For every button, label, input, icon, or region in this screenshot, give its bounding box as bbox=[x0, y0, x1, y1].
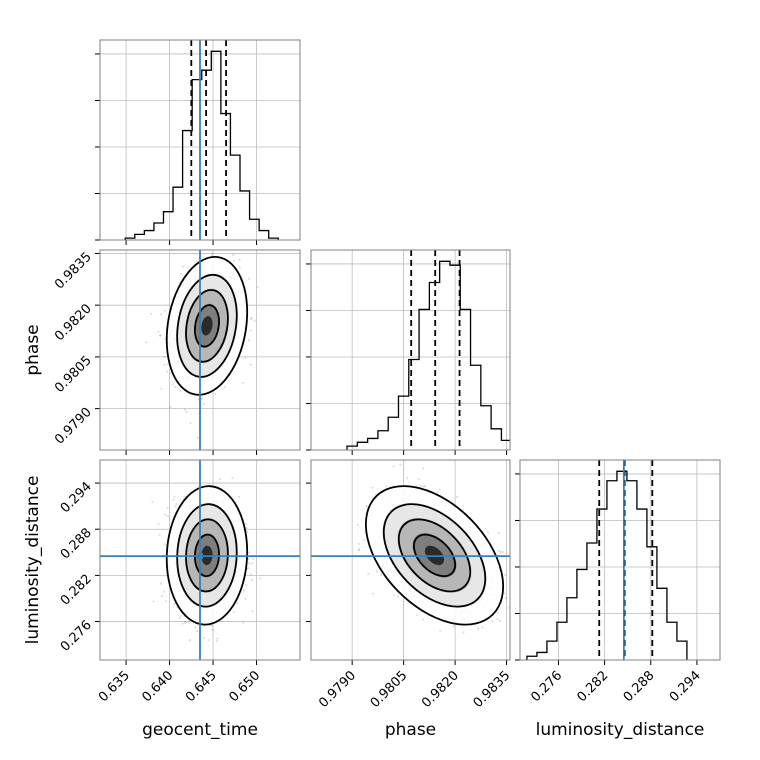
y-tick-label: 0.9805 bbox=[52, 353, 95, 396]
panel-frame bbox=[99, 249, 301, 451]
x-tick-label: 0.645 bbox=[183, 668, 220, 705]
contour-line bbox=[165, 485, 249, 626]
x-tick-label: 0.650 bbox=[226, 668, 263, 705]
x-tick-label: 0.9835 bbox=[471, 668, 514, 711]
contour-line bbox=[165, 255, 249, 396]
density-level bbox=[201, 316, 213, 336]
x-tick-label: 0.9805 bbox=[368, 668, 411, 711]
panel-content bbox=[100, 460, 300, 660]
x-tick-label: 0.282 bbox=[575, 668, 612, 705]
y-tick-label: 0.276 bbox=[58, 618, 95, 655]
y-tick-label: 0.9790 bbox=[52, 405, 95, 448]
contour-line bbox=[176, 273, 238, 378]
y-tick-label: 0.282 bbox=[58, 572, 95, 609]
histogram-step bbox=[346, 260, 510, 450]
x-tick-label: 0.9820 bbox=[419, 668, 462, 711]
panel-hist-phase bbox=[306, 249, 511, 455]
y-axis-label: phase bbox=[23, 324, 43, 375]
y-tick-label: 0.9820 bbox=[52, 301, 95, 344]
contour-line bbox=[382, 503, 487, 608]
x-axis-label: luminosity_distance bbox=[536, 720, 705, 740]
x-tick-label: 0.288 bbox=[621, 668, 658, 705]
contour-line bbox=[364, 485, 505, 626]
panel-frame bbox=[310, 249, 511, 451]
y-tick-label: 0.294 bbox=[58, 479, 95, 516]
truth-marker bbox=[197, 553, 203, 560]
x-axis-label: geocent_time bbox=[142, 720, 258, 740]
x-tick-label: 0.635 bbox=[96, 668, 133, 705]
contour-line bbox=[193, 304, 220, 348]
x-tick-label: 0.640 bbox=[139, 668, 176, 705]
panel-contour-geocent_time-luminosity_distance: 0.276 0.282 0.288 0.294 0.635 0.640 0.645 0.650… bbox=[23, 459, 301, 740]
panel-content bbox=[100, 250, 300, 450]
panel-frame bbox=[99, 459, 301, 661]
histogram-step bbox=[124, 50, 279, 240]
contour-line bbox=[397, 518, 472, 593]
y-tick-label: 0.9835 bbox=[52, 250, 95, 293]
panel-content bbox=[311, 460, 510, 660]
y-axis-label: luminosity_distance bbox=[23, 476, 43, 645]
x-tick-label: 0.294 bbox=[667, 668, 704, 705]
panel-hist-luminosity_distance: 0.276 0.282 0.288 0.294 luminosity_distance bbox=[515, 459, 721, 740]
contour-line bbox=[413, 533, 457, 578]
x-axis-label: phase bbox=[385, 720, 436, 740]
panel-frame bbox=[310, 459, 511, 661]
panel-frame bbox=[99, 39, 301, 241]
x-tick-label: 0.276 bbox=[528, 668, 565, 705]
panel-contour-geocent_time-phase: 0.9790 0.9805 0.9820 0.9835 phase bbox=[23, 249, 301, 455]
x-tick-label: 0.9790 bbox=[316, 668, 359, 711]
panel-contour-phase-luminosity_distance: 0.9790 0.9805 0.9820 0.9835 phase bbox=[306, 459, 514, 740]
panel-content bbox=[311, 250, 510, 450]
panel-content bbox=[520, 460, 720, 660]
y-tick-label: 0.288 bbox=[58, 525, 95, 562]
histogram-step bbox=[526, 470, 688, 660]
panel-frame bbox=[519, 459, 721, 661]
panel-hist-geocent_time bbox=[95, 39, 301, 245]
panel-content bbox=[100, 40, 300, 240]
